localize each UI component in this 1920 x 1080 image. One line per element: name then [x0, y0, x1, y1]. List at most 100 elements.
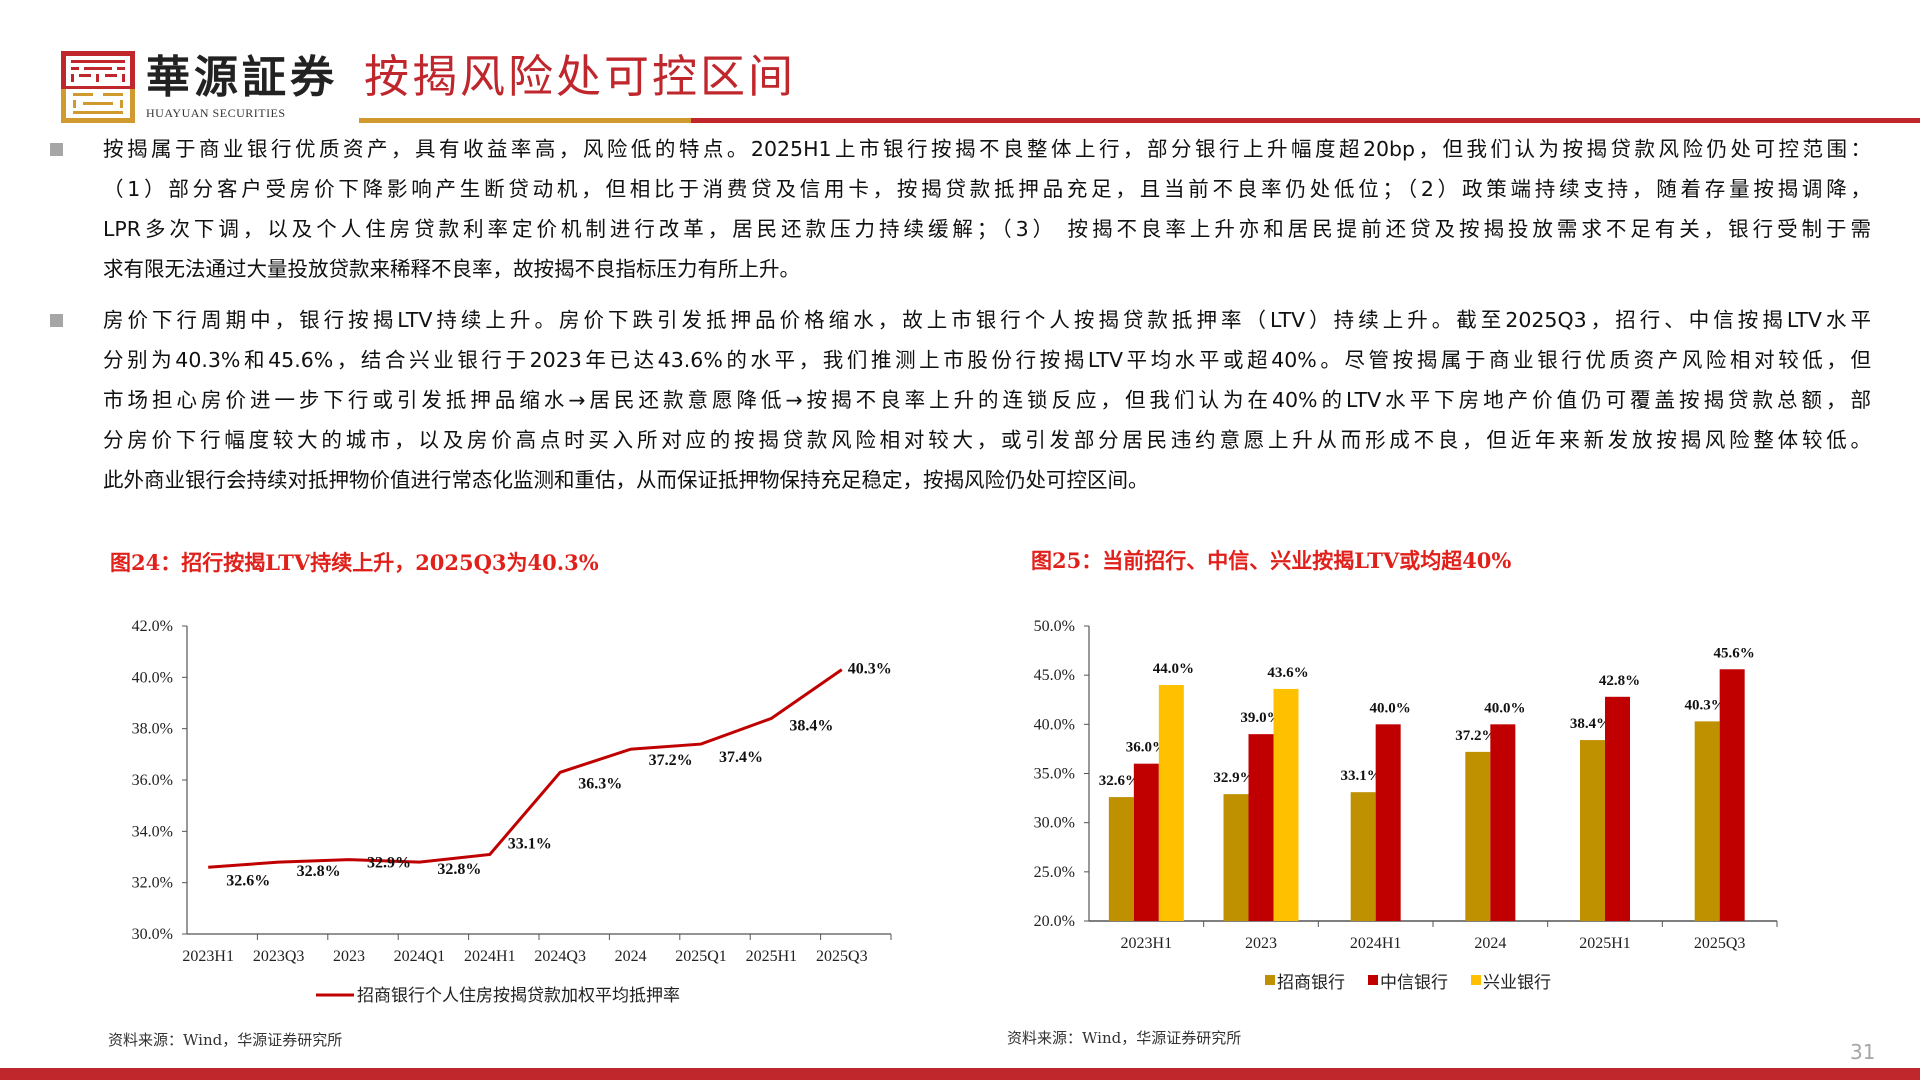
x-tick-label: 2025H1 — [1579, 935, 1631, 952]
text-line: 此外商业银行会持续对抵押物价值进行常态化监测和重估，从而保证抵押物保持充足稳定，… — [103, 468, 1149, 492]
data-label: 32.8% — [297, 863, 341, 880]
legend-swatch — [1471, 975, 1481, 985]
x-tick-label: 2023 — [333, 948, 365, 965]
x-tick-label: 2023 — [1245, 935, 1277, 952]
x-tick-label: 2025Q3 — [816, 948, 868, 965]
x-tick-label: 2023H1 — [1121, 935, 1173, 952]
title-rule-gold — [359, 118, 691, 123]
chart24-title: 图24：招行按揭LTV持续上升，2025Q3为40.3% — [110, 550, 599, 575]
y-tick-label: 40.0% — [1034, 716, 1075, 733]
data-label: 40.3% — [848, 661, 892, 678]
x-tick-label: 2025H1 — [746, 948, 798, 965]
data-label: 42.8% — [1599, 673, 1640, 689]
bar — [1719, 669, 1745, 921]
y-tick-label: 34.0% — [132, 823, 173, 840]
bar — [1580, 740, 1605, 921]
bar — [1133, 763, 1159, 921]
data-label: 37.2% — [649, 752, 693, 769]
legend-label: 中信银行 — [1380, 973, 1448, 993]
brand-name: 華源証券 — [146, 52, 338, 103]
x-tick-label: 2024 — [1474, 935, 1506, 952]
bullet-icon — [50, 314, 63, 327]
series-line — [208, 668, 843, 869]
data-label: 37.2% — [1455, 728, 1496, 744]
data-label: 40.0% — [1370, 700, 1411, 716]
y-tick-label: 36.0% — [132, 772, 173, 789]
y-tick-label: 20.0% — [1034, 913, 1075, 930]
data-label: 32.8% — [437, 861, 481, 878]
y-tick-label: 30.0% — [1034, 815, 1075, 832]
bar — [1248, 734, 1274, 921]
y-tick-label: 50.0% — [1034, 618, 1075, 635]
text-line: 房价下行周期中，银行按揭LTV持续上升。房价下跌引发抵押品价格缩水，故上市银行个… — [103, 308, 1871, 332]
paragraph-2: 房价下行周期中，银行按揭LTV持续上升。房价下跌引发抵押品价格缩水，故上市银行个… — [103, 300, 1871, 500]
x-tick-label: 2023Q3 — [253, 948, 305, 965]
data-label: 32.9% — [1213, 770, 1254, 786]
text-line: 分别为40.3%和45.6%，结合兴业银行于2023年已达43.6%的水平，我们… — [103, 348, 1871, 372]
page-number: 31 — [1850, 1040, 1876, 1064]
x-tick-label: 2024H1 — [464, 948, 516, 965]
bar — [1605, 696, 1630, 921]
data-label: 38.4% — [789, 717, 833, 734]
bar — [1375, 724, 1401, 921]
legend-label: 招商银行 — [1277, 973, 1345, 993]
data-label: 33.1% — [508, 835, 552, 852]
data-label: 32.9% — [367, 855, 411, 872]
x-tick-label: 2024Q3 — [534, 948, 586, 965]
data-label: 36.0% — [1126, 740, 1167, 756]
y-tick-label: 42.0% — [132, 618, 173, 635]
y-tick-label: 40.0% — [132, 669, 173, 686]
legend-label: 招商银行个人住房按揭贷款加权平均抵押率 — [357, 986, 680, 1006]
text-line: LPR多次下调，以及个人住房贷款利率定价机制进行改革，居民还款压力持续缓解；（3… — [103, 217, 1871, 241]
page-title: 按揭风险处可控区间 — [364, 50, 797, 103]
x-tick-label: 2023H1 — [182, 948, 234, 965]
bar — [1490, 724, 1516, 921]
chart25-source: 资料来源：Wind，华源证券研究所 — [1007, 1029, 1242, 1047]
x-tick-label: 2024Q1 — [394, 948, 446, 965]
data-label: 43.6% — [1267, 665, 1308, 681]
bar — [1350, 792, 1376, 921]
x-tick-label: 2025Q3 — [1694, 935, 1746, 952]
legend-swatch — [1368, 975, 1378, 985]
huayuan-logo-icon — [61, 51, 135, 123]
data-label: 32.6% — [1099, 773, 1140, 789]
text-line: 分房价下行幅度较大的城市，以及房价高点时买入所对应的按揭贷款风险相对较大，或引发… — [103, 428, 1871, 452]
bar — [1273, 688, 1299, 921]
data-label: 45.6% — [1714, 645, 1755, 661]
bar — [1465, 751, 1491, 921]
bar — [1158, 685, 1184, 921]
data-label: 39.0% — [1240, 710, 1281, 726]
y-tick-label: 25.0% — [1034, 864, 1075, 881]
chart25-title: 图25：当前招行、中信、兴业按揭LTV或均超40% — [1031, 548, 1512, 573]
data-label: 38.4% — [1570, 716, 1611, 732]
text-line: （1）部分客户受房价下降影响产生断贷动机，但相比于消费贷及信用卡，按揭贷款抵押品… — [103, 177, 1871, 201]
data-label: 44.0% — [1153, 661, 1194, 677]
x-tick-label: 2024 — [615, 948, 647, 965]
legend-swatch — [1265, 975, 1275, 985]
y-tick-label: 35.0% — [1034, 766, 1075, 783]
data-label: 32.6% — [226, 872, 270, 889]
paragraph-1: 按揭属于商业银行优质资产，具有收益率高，风险低的特点。2025H1上市银行按揭不… — [103, 129, 1871, 289]
x-tick-label: 2025Q1 — [675, 948, 727, 965]
brand-name-en: HUAYUAN SECURITIES — [146, 106, 286, 120]
bar — [1108, 797, 1134, 921]
y-tick-label: 32.0% — [132, 875, 173, 892]
data-label: 40.3% — [1685, 697, 1726, 713]
text-line: 市场担心房价进一步下行或引发抵押品缩水→居民还款意愿降低→按揭不良率上升的连锁反… — [103, 388, 1871, 412]
text-line: 按揭属于商业银行优质资产，具有收益率高，风险低的特点。2025H1上市银行按揭不… — [103, 137, 1871, 161]
chart24-source: 资料来源：Wind，华源证券研究所 — [108, 1031, 343, 1049]
bar — [1694, 721, 1720, 921]
data-label: 33.1% — [1341, 768, 1382, 784]
bullet-icon — [50, 143, 63, 156]
data-label: 37.4% — [719, 749, 763, 766]
chart25-bar-chart: 20.0% 25.0% 30.0% 35.0% 40.0% 45.0% 50.0% 2023H… — [1034, 618, 1778, 993]
data-label: 40.0% — [1484, 700, 1525, 716]
bar — [1223, 794, 1249, 921]
title-rule-red — [691, 118, 1920, 123]
legend-label: 兴业银行 — [1483, 973, 1551, 993]
chart24-line-chart: 30.0% 32.0% 34.0% 36.0% 38.0% 40.0% 42.0% 2023H… — [132, 618, 892, 1006]
y-tick-label: 38.0% — [132, 721, 173, 738]
text-line: 求有限无法通过大量投放贷款来稀释不良率，故按揭不良指标压力有所上升。 — [103, 257, 800, 281]
footer-bar — [0, 1068, 1920, 1080]
x-tick-label: 2024H1 — [1350, 935, 1402, 952]
